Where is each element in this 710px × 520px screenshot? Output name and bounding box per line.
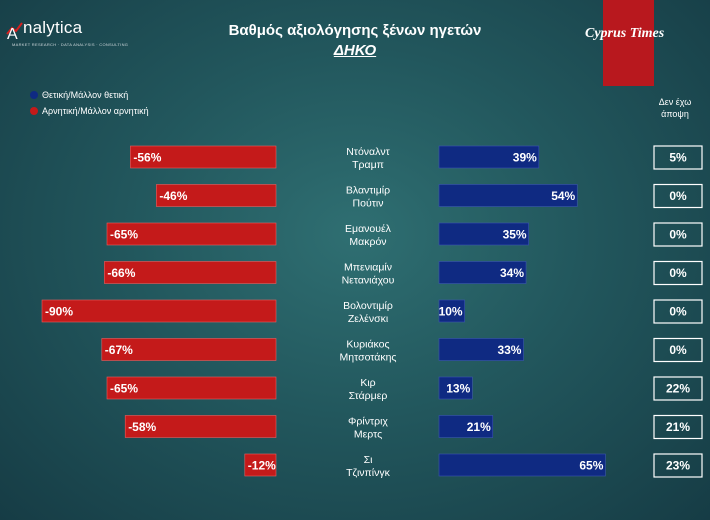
positive-bar-label: 34% [500, 266, 524, 280]
no-opinion-value: 0% [669, 228, 687, 242]
positive-bar-label: 39% [513, 151, 537, 165]
negative-bar [130, 145, 277, 169]
logo-wordmark: nalytica [23, 18, 83, 37]
leader-name-line1: Μπενιαμίν [344, 262, 392, 274]
positive-bar-label: 13% [446, 382, 470, 396]
svg-text:A: A [7, 26, 18, 40]
brand-logo: Cyprus Times [585, 26, 665, 41]
positive-bar [438, 453, 606, 477]
positive-bar-label: 54% [551, 189, 575, 203]
negative-bar-label: -66% [107, 266, 135, 280]
leader-name-line2: Τραμπ [352, 159, 384, 171]
negative-bar [41, 299, 277, 323]
leader-name-line2: Στάρμερ [349, 390, 388, 402]
negative-bar [244, 453, 277, 477]
negative-bar-label: -67% [105, 343, 133, 357]
positive-bar-label: 33% [497, 343, 521, 357]
leader-name-line1: Σι [364, 454, 373, 466]
no-opinion-header-line2: άποψη [661, 109, 689, 119]
positive-bar [438, 222, 529, 246]
chart-subtitle: ΔΗΚΟ [333, 42, 377, 59]
leader-name-line2: Μητσοτάκης [340, 352, 397, 364]
positive-bar [438, 145, 540, 169]
leader-name-line1: Βολοντιμίρ [343, 300, 393, 312]
leader-name-line1: Εμανουέλ [345, 223, 392, 235]
negative-bar [106, 376, 277, 400]
legend-positive-label: Θετική/Μάλλον θετική [42, 90, 129, 100]
negative-bar-label: -46% [159, 189, 187, 203]
no-opinion-box [653, 299, 703, 324]
no-opinion-box [653, 414, 703, 440]
leader-name-line1: Κυριάκος [346, 339, 389, 351]
no-opinion-box [653, 337, 703, 363]
leader-name-line1: Ντόναλντ [346, 146, 390, 158]
chart-title: Βαθμός αξιολόγησης ξένων ηγετών [228, 22, 482, 39]
leader-name-line2: Ζελένσκι [348, 313, 389, 325]
positive-bar [438, 376, 473, 400]
negative-bar-label: -90% [45, 305, 73, 319]
leader-name-line1: Κιρ [360, 377, 375, 389]
logo-tagline: MARKET RESEARCH · DATA ANALYSIS · CONSUL… [12, 42, 129, 47]
no-opinion-header: Δεν έχω άποψη [650, 96, 700, 120]
no-opinion-header-line1: Δεν έχω [658, 97, 692, 107]
leader-name-line2: Πούτιν [353, 198, 384, 210]
negative-bar [124, 415, 277, 438]
no-opinion-box [653, 376, 703, 401]
negative-bar-label: -58% [128, 420, 156, 434]
analytica-logo: A nalytica MARKET RESEARCH · DATA ANALYS… [6, 18, 128, 58]
negative-bar-label: -65% [110, 228, 138, 242]
legend-negative: Αρνητική/Μάλλον αρνητική [30, 106, 149, 116]
leader-name-line1: Βλαντιμίρ [346, 185, 390, 197]
leader-name-line2: Νετανιάχου [342, 275, 395, 287]
no-opinion-box [653, 222, 703, 247]
positive-bar [438, 415, 494, 438]
negative-bar-label: -65% [110, 382, 138, 396]
no-opinion-value: 0% [669, 343, 687, 357]
logo-mark-icon: A [6, 22, 23, 40]
no-opinion-value: 23% [666, 459, 690, 473]
legend-positive-dot-icon [30, 91, 38, 99]
negative-bar [104, 261, 277, 284]
no-opinion-box [653, 260, 703, 286]
legend-negative-label: Αρνητική/Μάλλον αρνητική [42, 106, 149, 116]
no-opinion-value: 22% [666, 382, 690, 396]
no-opinion-value: 5% [669, 151, 687, 165]
legend-negative-dot-icon [30, 107, 38, 115]
positive-bar-label: 65% [579, 459, 603, 473]
negative-bar [156, 184, 277, 207]
no-opinion-box [653, 453, 703, 478]
no-opinion-value: 21% [666, 420, 690, 434]
positive-bar [438, 338, 524, 361]
no-opinion-box [653, 183, 703, 209]
no-opinion-value: 0% [669, 266, 687, 280]
brand-red-bar [603, 0, 654, 86]
positive-bar [438, 184, 578, 207]
negative-bar [106, 222, 277, 246]
positive-bar-label: 10% [439, 305, 463, 319]
positive-bar [438, 261, 527, 284]
leader-name-line1: Φρίντριχ [348, 416, 388, 428]
no-opinion-value: 0% [669, 189, 687, 203]
leader-name-line2: Τζινπίνγκ [346, 467, 391, 479]
leader-name-line2: Μερτς [354, 429, 382, 441]
legend-positive: Θετική/Μάλλον θετική [30, 90, 128, 100]
no-opinion-value: 0% [669, 305, 687, 319]
negative-bar-label: -12% [248, 459, 276, 473]
positive-bar-label: 21% [467, 420, 491, 434]
no-opinion-box [653, 145, 703, 170]
leader-name-line2: Μακρόν [349, 236, 386, 248]
negative-bar-label: -56% [133, 151, 161, 165]
positive-bar [438, 299, 465, 323]
positive-bar-label: 35% [503, 228, 527, 242]
negative-bar [101, 338, 277, 361]
